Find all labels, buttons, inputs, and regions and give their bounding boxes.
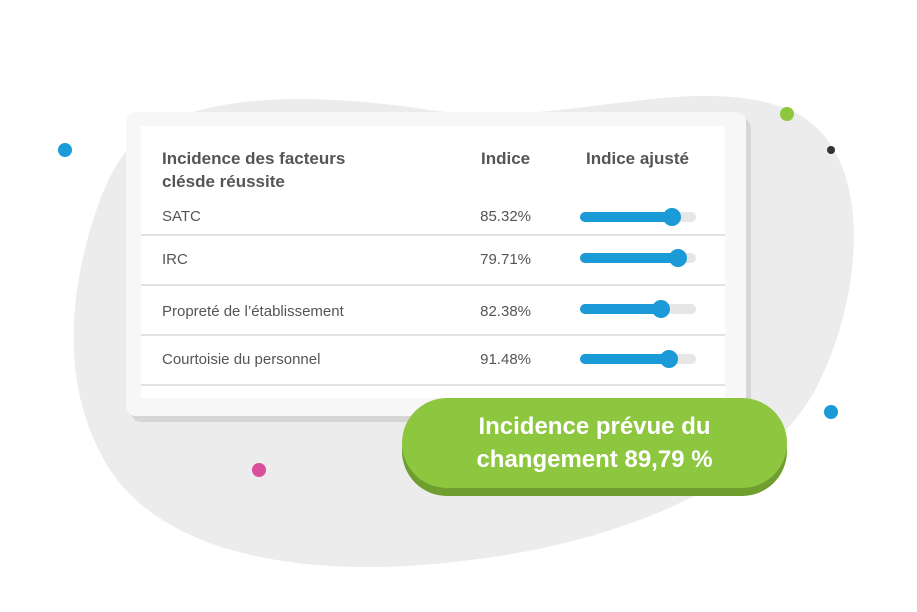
badge: Incidence prévue du changement 89,79 % [402,398,787,488]
badge-line: changement 89,79 % [476,446,713,473]
header-title: Incidence des facteurs [162,149,346,168]
row-label: Courtoisie du personnel [162,351,321,368]
dot [58,143,72,157]
row-value: 85.32% [480,208,531,225]
row-label: Propreté de l’établissement [162,303,344,320]
sliders [580,208,696,368]
row-label: SATC [162,208,201,225]
row-value: 79.71% [480,251,531,268]
header-adjusted: Indice ajusté [586,149,689,168]
header-index: Indice [481,149,531,168]
separators [141,234,725,386]
row-value: 91.48% [480,351,531,368]
header-title: clésde réussite [162,172,285,191]
dot [827,146,835,154]
badge-line: Incidence prévue du [478,413,711,440]
row-value: 82.38% [480,303,531,320]
row-label: IRC [162,251,188,268]
dot [780,107,794,121]
dot [824,405,838,419]
badge-bg [402,398,787,488]
dot [252,463,266,477]
